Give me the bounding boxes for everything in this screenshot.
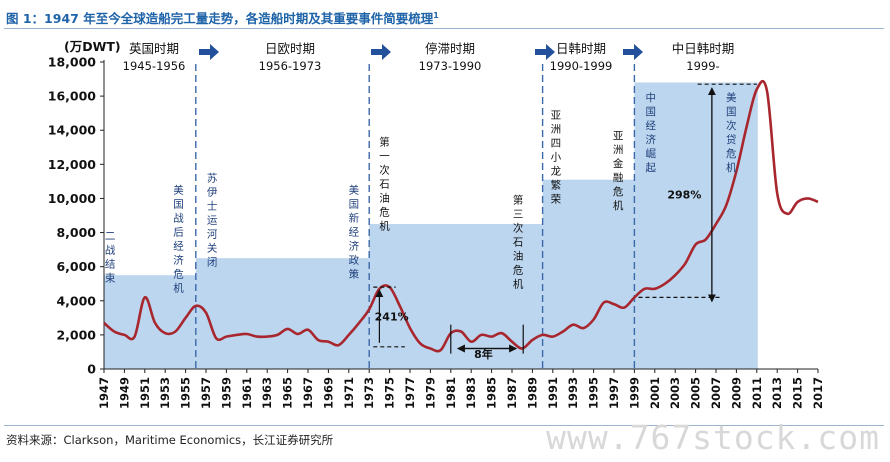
- x-tick-label: 1995: [587, 377, 601, 409]
- chart-labels: 英国时期 1945-1956 日欧时期 1956-1973 停滞时期 1973-1990 日…: [105, 41, 737, 361]
- x-tick-label: 2007: [709, 377, 723, 409]
- era-years: 1990-1999: [550, 59, 613, 73]
- measure-guides: [373, 83, 757, 354]
- event-label: 亚洲四小龙繁荣: [551, 109, 562, 205]
- era-band-1: [195, 258, 370, 369]
- x-tick-label: 1957: [199, 377, 213, 409]
- x-tick-label: 1959: [219, 377, 233, 409]
- x-tick-label: 1961: [240, 377, 254, 409]
- y-tick-label: 12,000: [48, 157, 97, 172]
- annotation-label: 8年: [474, 347, 493, 361]
- event-label: 第三次石油危机: [513, 194, 524, 291]
- x-tick-label: 2011: [750, 377, 764, 409]
- era-name: 中日韩时期: [672, 41, 735, 56]
- x-tick-label: 1989: [525, 377, 539, 409]
- x-tick-label: 2017: [811, 377, 825, 409]
- figure-title: 图 1：1947 年至今全球造船完工量走势，各造船时期及其重要事件简要梳理1: [6, 8, 439, 27]
- x-tick-label: 1951: [138, 377, 152, 409]
- era-arrow-icon: [623, 44, 643, 60]
- y-tick-label: 14,000: [48, 123, 97, 138]
- y-tick-label: 2,000: [56, 327, 96, 342]
- era-years: 1945-1956: [123, 59, 186, 73]
- y-tick-label: 18,000: [48, 55, 97, 70]
- y-tick-label: 4,000: [56, 293, 96, 308]
- x-tick-label: 1963: [260, 377, 274, 409]
- event-label: 中国经济崛起: [645, 91, 656, 174]
- x-tick-label: 1947: [97, 377, 111, 409]
- event-label: 苏伊士运河关闭: [207, 171, 218, 268]
- era-band-3: [542, 179, 635, 369]
- era-arrow-icon: [199, 44, 219, 60]
- event-label: 亚洲金融危机: [613, 130, 624, 212]
- completion-series: [103, 79, 819, 353]
- x-tick-label: 1969: [321, 377, 335, 409]
- y-tick-label: 16,000: [48, 89, 97, 104]
- x-tick-label: 1987: [505, 377, 519, 409]
- event-label: 二战结束: [105, 230, 116, 284]
- annotation-label: 241%: [375, 310, 409, 323]
- x-tick-label: 1979: [423, 377, 437, 409]
- footnote-mark: 1: [433, 10, 439, 20]
- event-label: 美国次贷危机: [726, 91, 737, 174]
- era-bands: [104, 82, 758, 369]
- axes: 0 2,000 4,000 6,000 8,000 10,000 12,000 14,000 1…: [48, 39, 825, 409]
- x-tick-label: 1993: [566, 377, 580, 409]
- x-tick-label: 1991: [546, 377, 560, 409]
- x-tick-label: 2005: [689, 377, 703, 409]
- title-rule: [4, 28, 884, 29]
- era-band-0: [104, 275, 196, 369]
- x-tick-label: 1985: [485, 377, 499, 409]
- era-years: 1999-: [686, 59, 719, 73]
- x-tick-label: 1975: [383, 377, 397, 409]
- era-years: 1973-1990: [419, 59, 482, 73]
- x-tick-label: 1981: [444, 377, 458, 409]
- era-name: 日欧时期: [265, 41, 315, 56]
- x-tick-label: 2015: [791, 377, 805, 409]
- era-name: 停滞时期: [425, 41, 475, 56]
- completion-line: [103, 79, 819, 353]
- y-tick-label: 8,000: [56, 225, 96, 240]
- event-label: 美国新经济政策: [349, 183, 360, 280]
- annotation-label: 298%: [667, 188, 701, 201]
- x-tick-label: 1971: [342, 377, 356, 409]
- x-tick-label: 2013: [770, 377, 784, 409]
- x-tick-label: 1997: [607, 377, 621, 409]
- x-tick-label: 1953: [158, 377, 172, 409]
- event-label: 美国战后经济危机: [173, 183, 184, 294]
- x-tick-label: 1967: [301, 377, 315, 409]
- x-tick-label: 1999: [627, 377, 641, 409]
- source-note: 资料来源：Clarkson，Maritime Economics，长江证券研究所: [6, 433, 334, 447]
- x-tick-label: 2003: [668, 377, 682, 409]
- era-dividers: [195, 64, 636, 369]
- x-tick-label: 2001: [648, 377, 662, 409]
- event-label: 第一次石油危机: [379, 136, 390, 233]
- figure-title-text: 图 1：1947 年至今全球造船完工量走势，各造船时期及其重要事件简要梳理: [6, 11, 434, 26]
- source-rule: [4, 425, 884, 426]
- x-tick-label: 1973: [362, 377, 376, 409]
- era-arrow-icon: [535, 44, 555, 60]
- era-years: 1956-1973: [259, 59, 322, 73]
- y-tick-label: 10,000: [48, 191, 97, 206]
- watermark: www.767stock.com: [546, 418, 880, 457]
- era-name: 英国时期: [129, 41, 179, 56]
- era-arrow-icon: [371, 44, 391, 60]
- y-tick-label: 0: [87, 362, 96, 377]
- era-band-4: [634, 82, 758, 369]
- x-tick-label: 1983: [464, 377, 478, 409]
- y-tick-label: 6,000: [56, 259, 96, 274]
- y-axis-unit: (万DWT): [64, 39, 121, 54]
- x-tick-label: 1955: [179, 377, 193, 409]
- era-name: 日韩时期: [556, 41, 606, 56]
- x-tick-label: 1977: [403, 377, 417, 409]
- x-tick-label: 1949: [117, 377, 131, 409]
- x-tick-label: 2009: [729, 377, 743, 409]
- x-tick-label: 1965: [281, 377, 295, 409]
